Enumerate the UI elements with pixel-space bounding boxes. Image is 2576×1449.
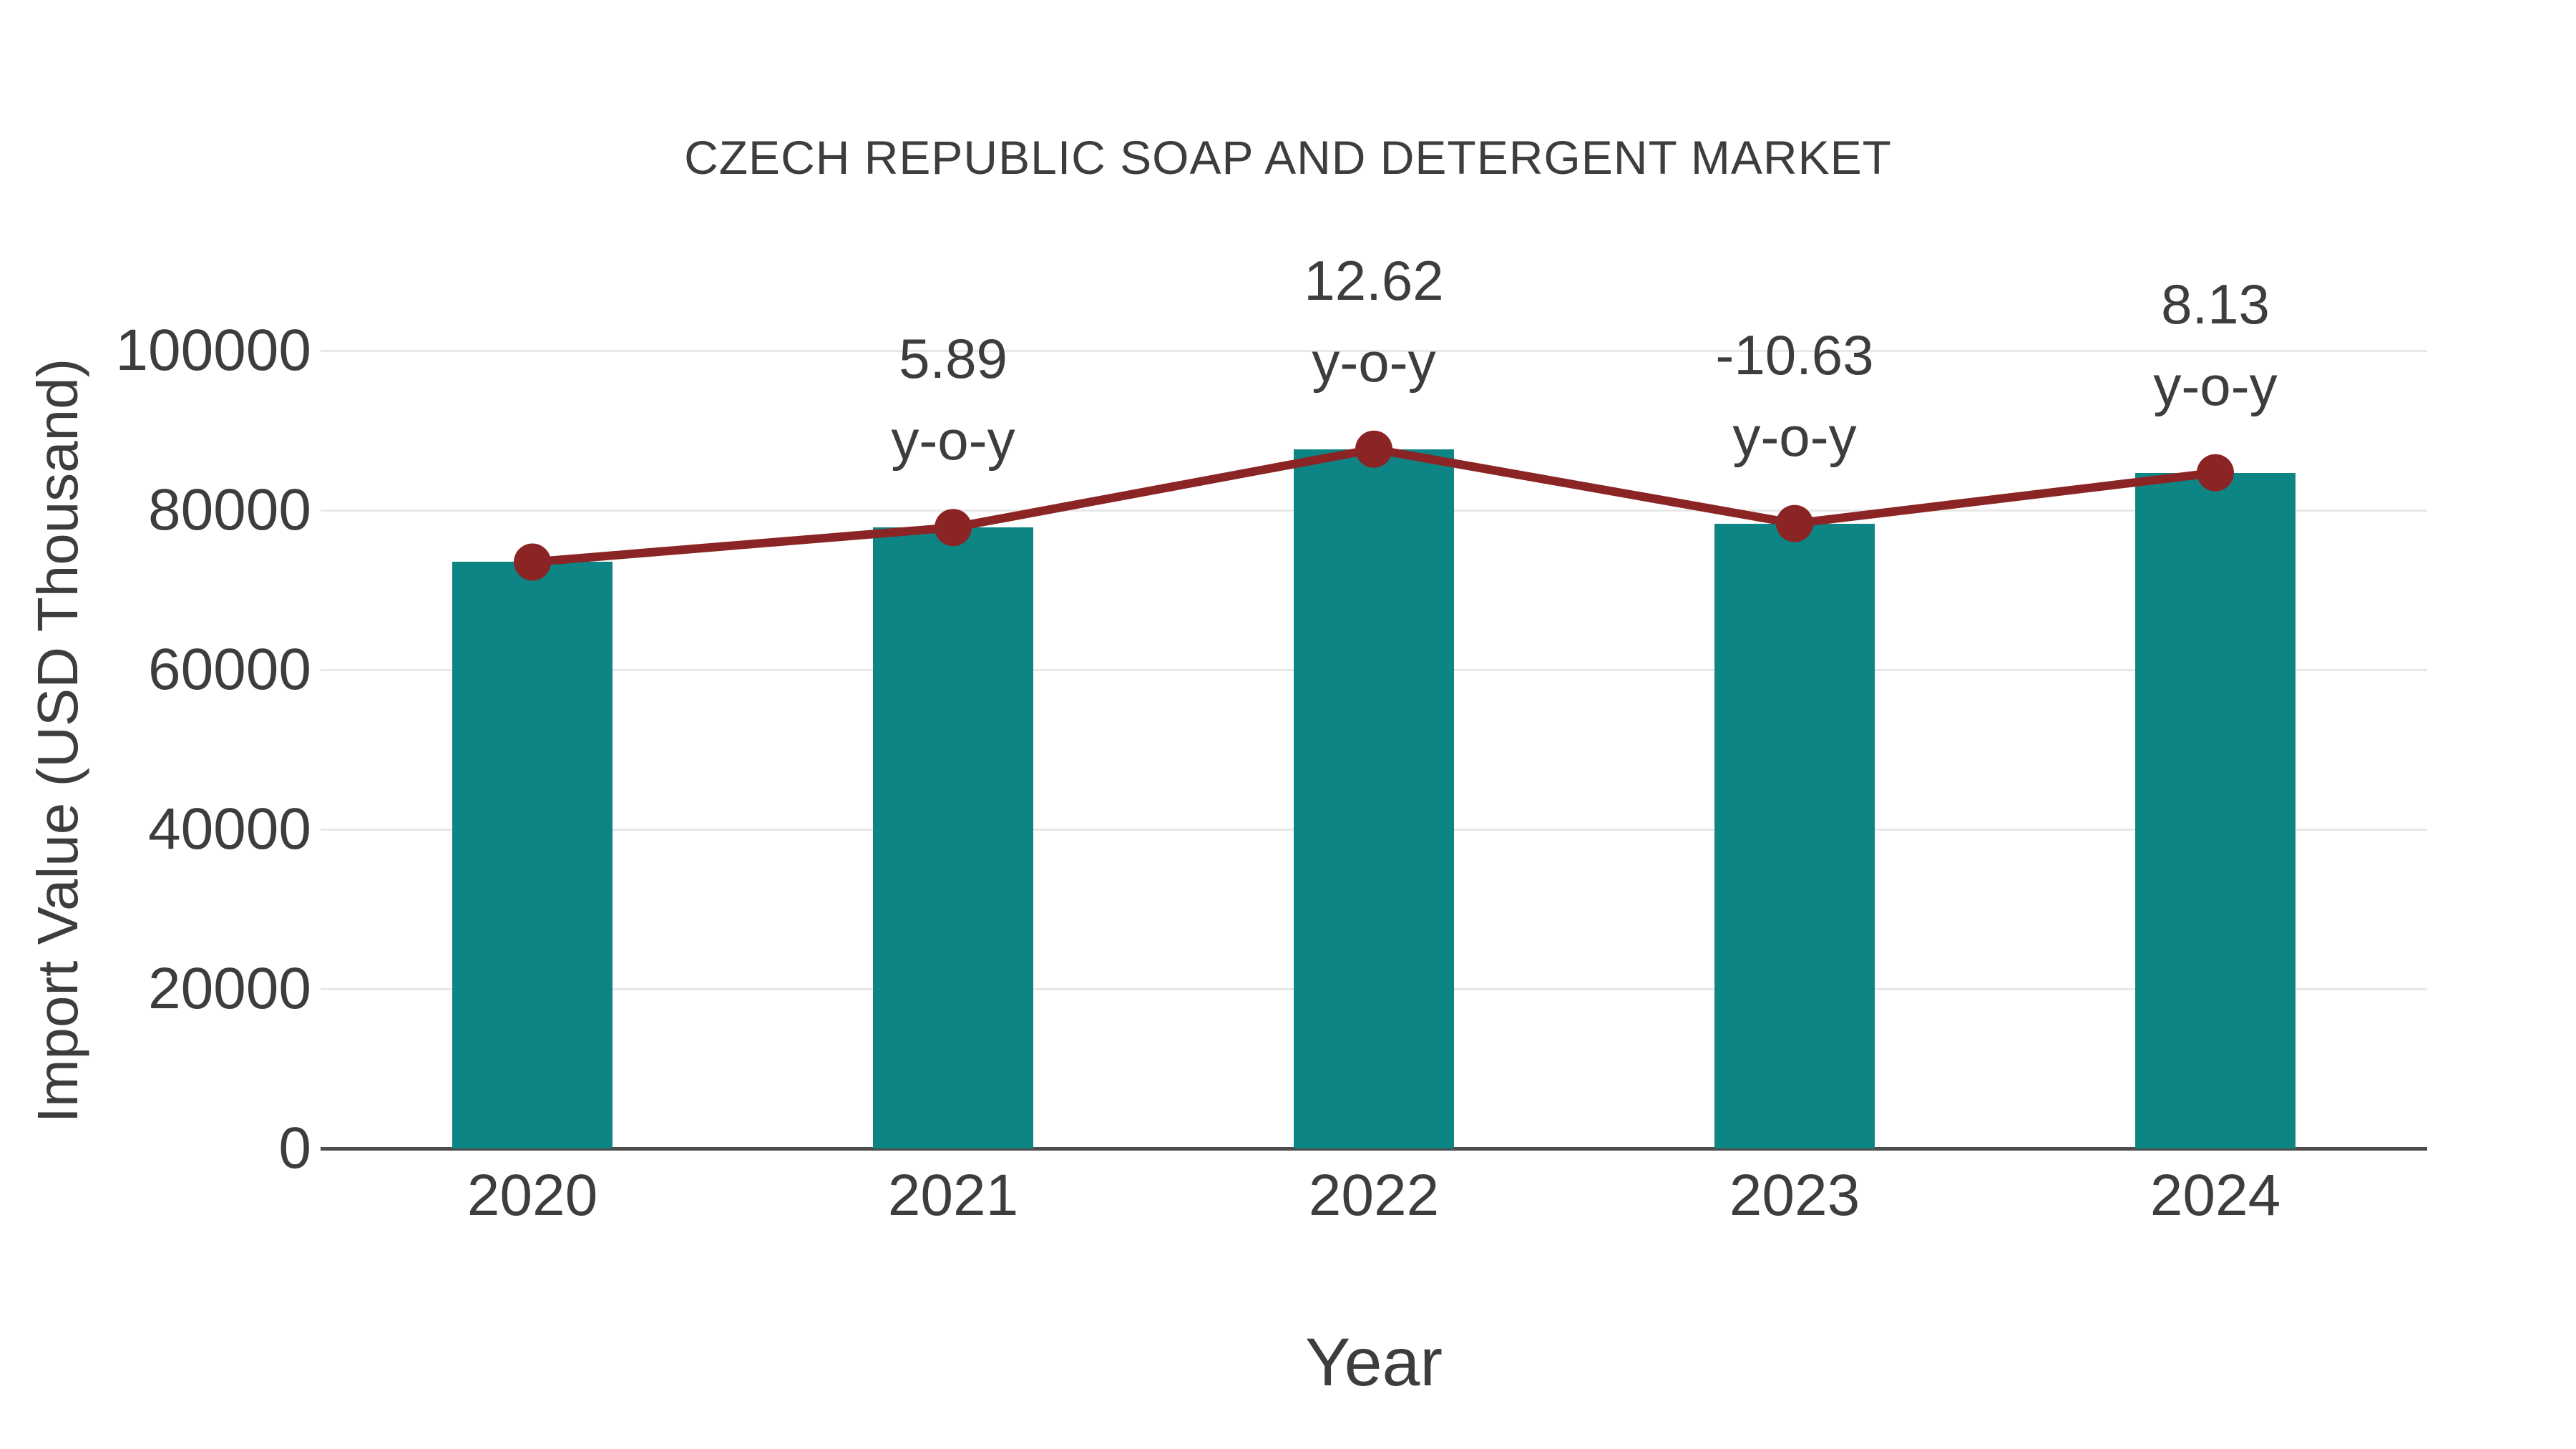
line-series — [514, 430, 2234, 581]
x-axis-label: Year — [1305, 1324, 1443, 1400]
annotation-2022: 12.62 y-o-y — [1145, 240, 1603, 403]
line-marker-2023 — [1776, 504, 1813, 542]
bar-2020 — [452, 562, 613, 1148]
x-tick-label-2021: 2021 — [887, 1163, 1019, 1228]
x-tick-label-2022: 2022 — [1308, 1163, 1440, 1228]
annotation-2024: 8.13 y-o-y — [1986, 263, 2444, 426]
annotation-2021: 5.89 y-o-y — [724, 318, 1182, 481]
bar-2022 — [1294, 449, 1454, 1148]
annotation-value: 12.62 — [1304, 248, 1444, 312]
x-tick-label-2024: 2024 — [2150, 1163, 2281, 1228]
annotation-value: 8.13 — [2161, 272, 2270, 336]
annotation-suffix: y-o-y — [1732, 404, 1857, 468]
y-tick-label: 0 — [278, 1116, 311, 1181]
bar-2024 — [2135, 472, 2296, 1148]
y-tick-label: 100000 — [115, 318, 311, 383]
y-tick-label: 20000 — [147, 956, 311, 1021]
annotation-value: 5.89 — [899, 327, 1008, 391]
line-marker-2021 — [935, 509, 972, 547]
annotation-suffix: y-o-y — [1312, 330, 1436, 394]
annotation-suffix: y-o-y — [2153, 353, 2278, 417]
bar-2023 — [1714, 523, 1875, 1148]
line-marker-2022 — [1355, 430, 1392, 468]
x-axis-line — [321, 1147, 2427, 1151]
line-marker-2020 — [514, 543, 551, 581]
gridline — [321, 350, 2427, 352]
annotation-2023: -10.63 y-o-y — [1566, 314, 2024, 477]
annotation-value: -10.63 — [1715, 323, 1874, 386]
bar-2021 — [873, 527, 1033, 1148]
annotation-suffix: y-o-y — [891, 409, 1015, 472]
x-tick-label-2023: 2023 — [1729, 1163, 1860, 1228]
x-tick-label-2020: 2020 — [467, 1163, 598, 1228]
chart-title: CZECH REPUBLIC SOAP AND DETERGENT MARKET — [684, 131, 1892, 184]
y-tick-label: 40000 — [147, 796, 311, 862]
plot-area — [321, 350, 2427, 1148]
y-tick-label: 80000 — [147, 477, 311, 542]
line-marker-2024 — [2197, 454, 2234, 492]
y-tick-label: 60000 — [147, 637, 311, 702]
